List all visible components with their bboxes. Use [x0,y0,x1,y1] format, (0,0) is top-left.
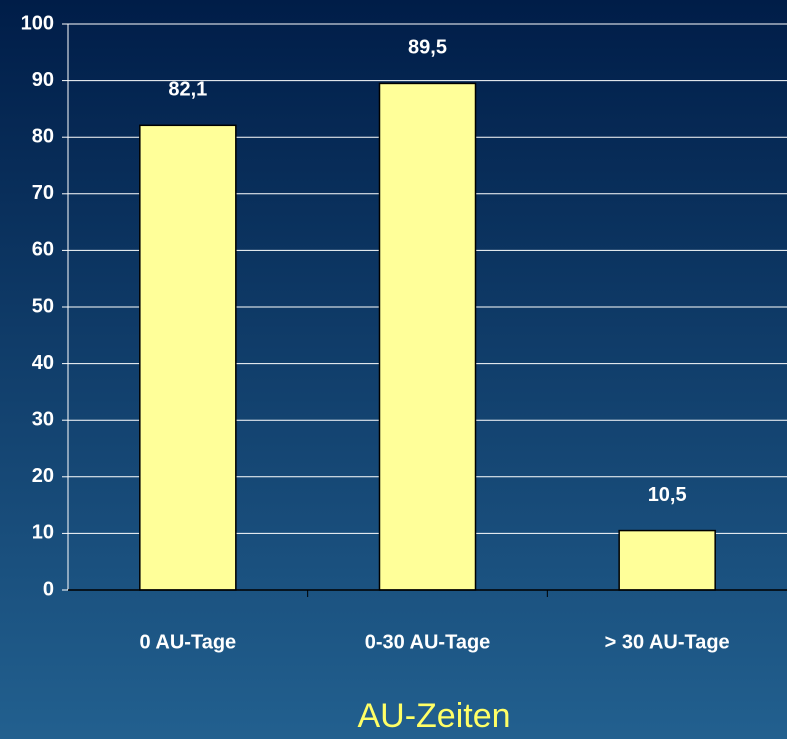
y-tick-label: 90 [32,69,54,91]
y-tick-label: 70 [32,182,54,204]
y-tick-label: 10 [32,522,54,544]
bar [139,124,237,591]
bar [378,82,477,591]
y-tick-label: 40 [32,352,54,374]
x-tick-label: > 30 AU-Tage [605,631,730,653]
x-axis-label: AU-Zeiten [357,697,510,735]
y-tick-label: 80 [32,125,54,147]
value-label: 10,5 [648,484,687,506]
y-tick-label: 30 [32,408,54,430]
value-label: 82,1 [168,79,207,101]
y-tick-label: 0 [43,578,54,600]
x-tick-label: 0 AU-Tage [139,631,236,653]
y-tick-label: 60 [32,239,54,261]
value-label: 89,5 [408,37,447,59]
y-tick-label: 50 [32,295,54,317]
y-tick-label: 100 [21,12,54,34]
x-tick-label: 0-30 AU-Tage [365,631,491,653]
y-tick-label: 20 [32,465,54,487]
bar [618,529,716,591]
